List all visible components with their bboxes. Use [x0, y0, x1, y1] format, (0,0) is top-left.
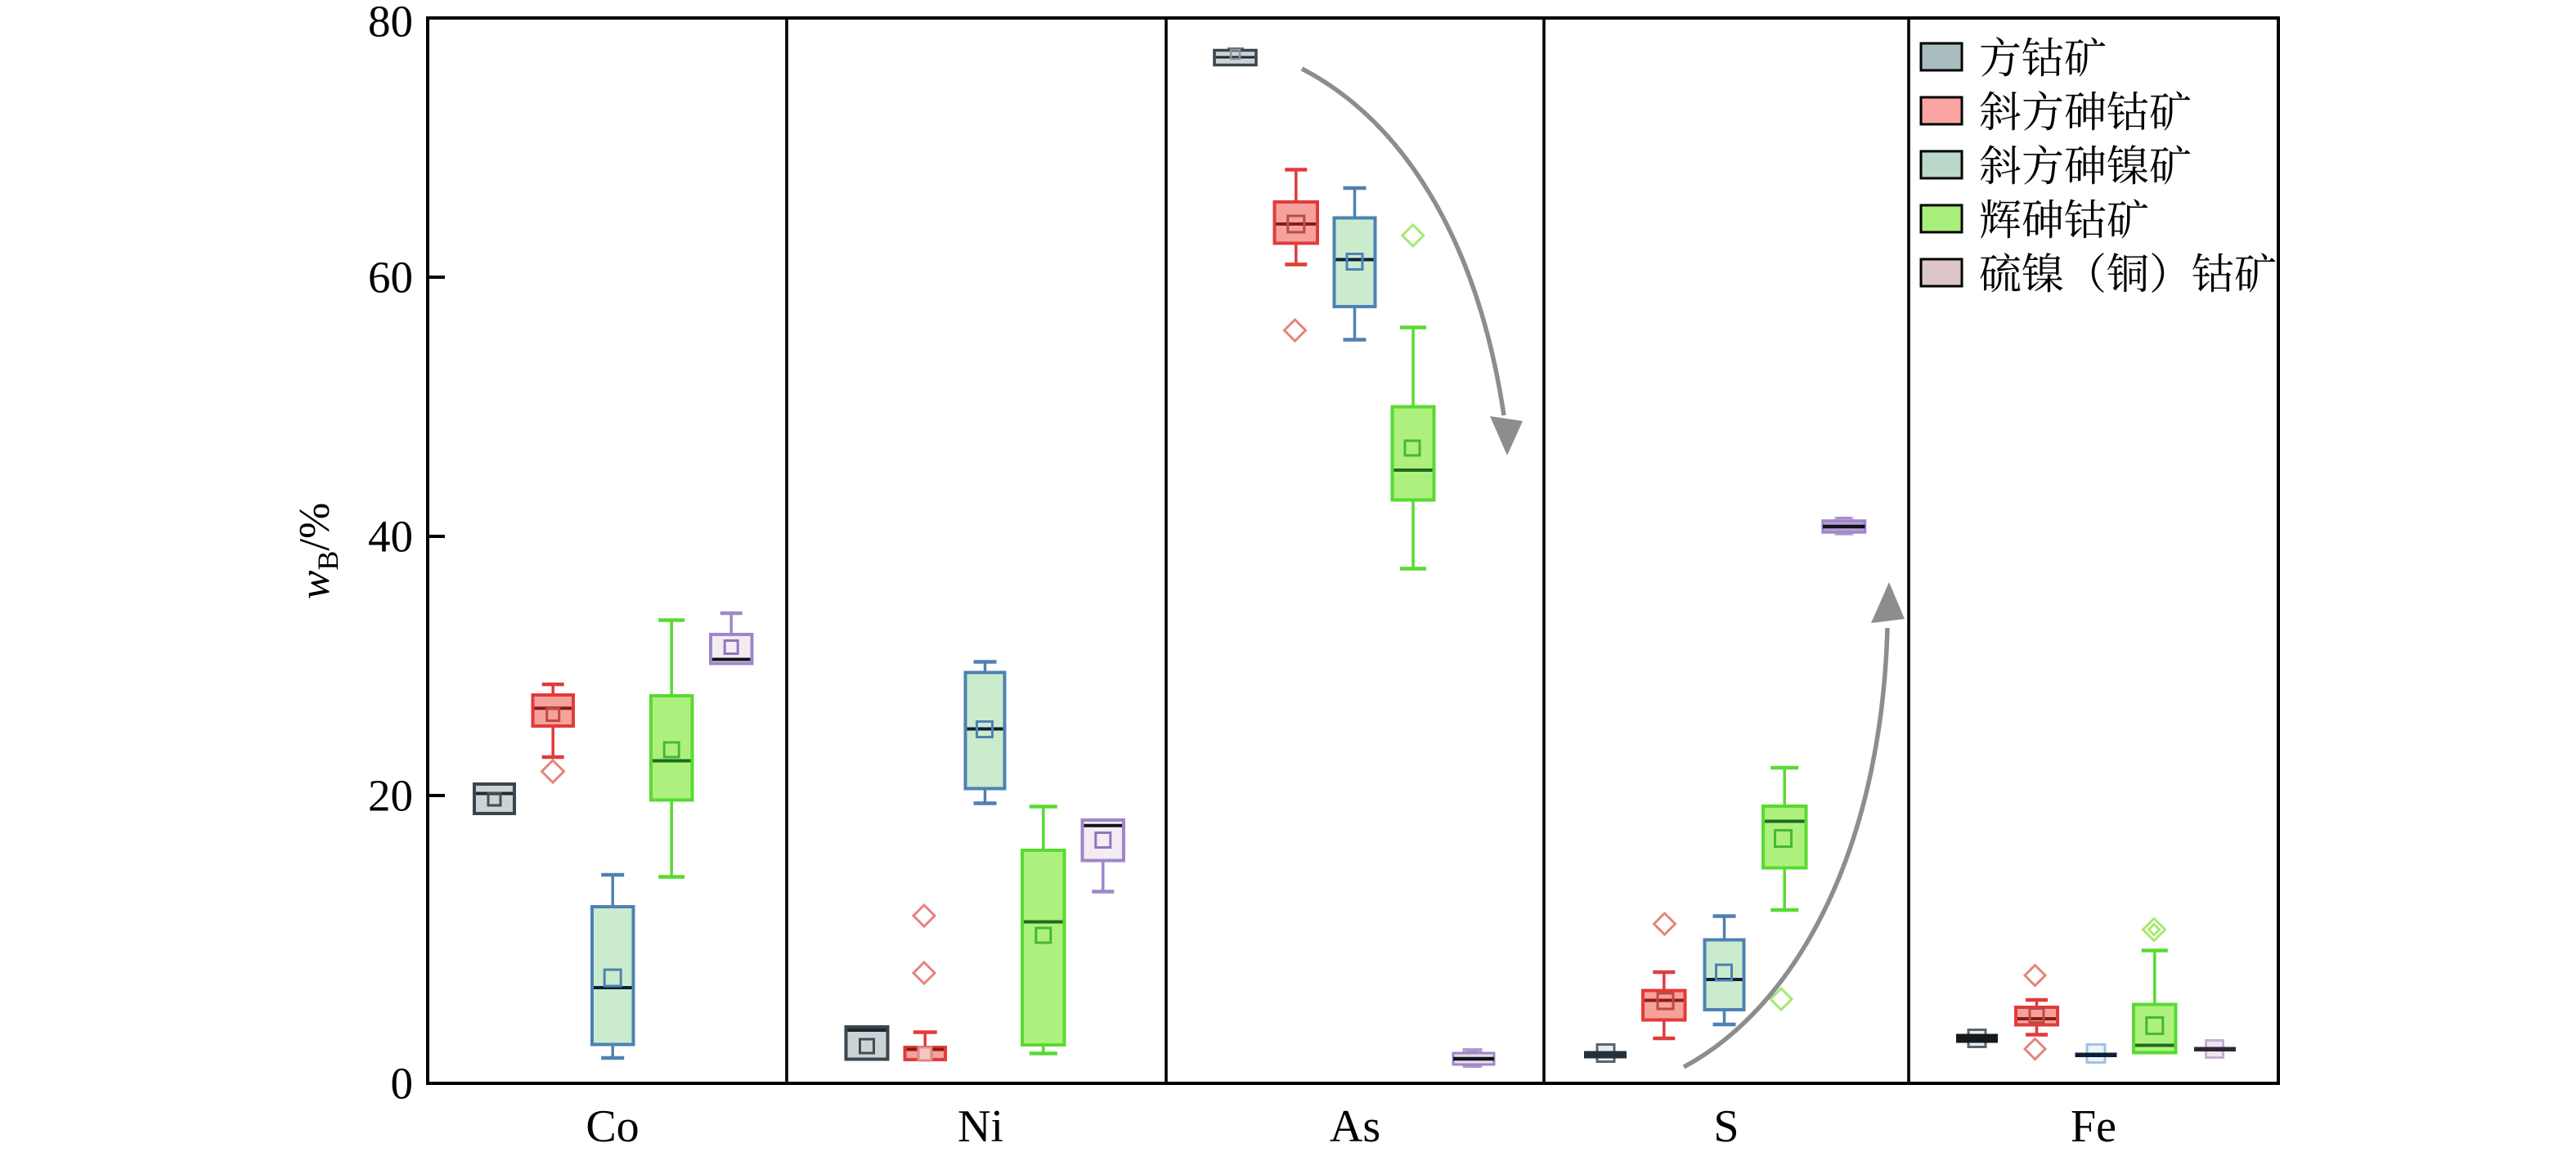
svg-text:0: 0	[391, 1059, 414, 1109]
svg-text:Fe: Fe	[2071, 1101, 2116, 1152]
svg-text:Ni: Ni	[958, 1101, 1003, 1152]
svg-text:80: 80	[368, 0, 413, 47]
svg-text:S: S	[1713, 1101, 1739, 1152]
svg-text:wB/%: wB/%	[291, 503, 344, 599]
svg-text:20: 20	[368, 771, 413, 821]
svg-text:As: As	[1330, 1101, 1380, 1152]
svg-text:60: 60	[368, 253, 413, 303]
svg-text:Co: Co	[586, 1101, 639, 1152]
svg-text:40: 40	[368, 512, 413, 562]
